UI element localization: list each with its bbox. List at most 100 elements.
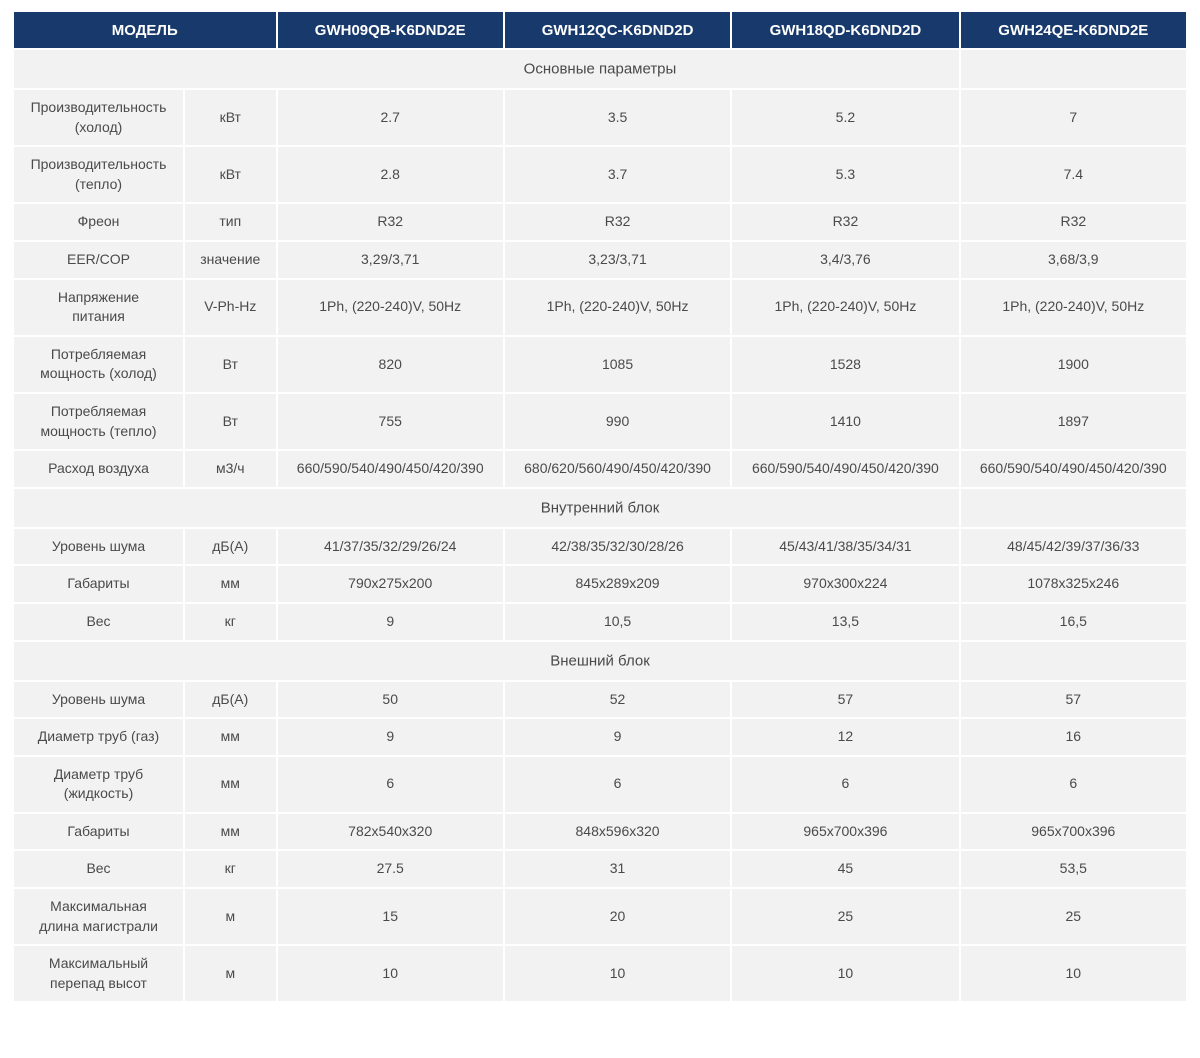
row-label: Фреон xyxy=(14,204,184,240)
row-unit: значение xyxy=(185,241,276,278)
spec-value: 48/45/42/39/37/36/33 xyxy=(960,528,1186,565)
section-title: Основные параметры xyxy=(523,60,677,78)
spec-value: 782х540х320 xyxy=(277,813,503,850)
row-unit: тип xyxy=(185,204,276,240)
spec-value: 57 xyxy=(960,681,1186,718)
section-row: Внутренний блок xyxy=(14,488,1186,527)
spec-value: 3,4/3,76 xyxy=(732,241,959,278)
row-label: Производительность (тепло) xyxy=(14,147,184,203)
spec-value: 45/43/41/38/35/34/31 xyxy=(732,528,959,565)
row-label: Расход воздуха xyxy=(14,451,184,487)
spec-row: Диаметр труб (газ) мм 9 9 12 16 xyxy=(14,719,1186,755)
spec-value: 660/590/540/490/450/420/390 xyxy=(960,451,1186,487)
spec-table-container: МОДЕЛЬ GWH09QB-K6DND2E GWH12QC-K6DND2D G… xyxy=(14,12,1186,1002)
spec-value: 1Ph, (220-240)V, 50Hz xyxy=(504,279,731,335)
spec-value: 680/620/560/490/450/420/390 xyxy=(504,451,731,487)
table-header-row: МОДЕЛЬ GWH09QB-K6DND2E GWH12QC-K6DND2D G… xyxy=(14,12,1186,48)
spec-value: 1Ph, (220-240)V, 50Hz xyxy=(732,279,959,335)
model-name-header-4: GWH24QE-K6DND2E xyxy=(960,12,1186,48)
model-name-header-2: GWH12QC-K6DND2D xyxy=(504,12,731,48)
spec-value: 25 xyxy=(960,889,1186,945)
row-unit: м3/ч xyxy=(185,451,276,487)
spec-value: 41/37/35/32/29/26/24 xyxy=(277,528,503,565)
spec-value: 3,29/3,71 xyxy=(277,241,503,278)
spec-value: R32 xyxy=(504,204,731,240)
row-unit: дБ(А) xyxy=(185,681,276,718)
spec-value: 1078х325х246 xyxy=(960,566,1186,602)
row-unit: мм xyxy=(185,813,276,850)
spec-value: 820 xyxy=(277,336,503,392)
spec-row: Фреон тип R32 R32 R32 R32 xyxy=(14,204,1186,240)
spec-value: 13,5 xyxy=(732,603,959,640)
spec-row: Максимальный перепад высот м 10 10 10 10 xyxy=(14,946,1186,1002)
spec-value: 3.7 xyxy=(504,147,731,203)
spec-value: 970х300х224 xyxy=(732,566,959,602)
spec-row: Максимальная длина магистрали м 15 20 25 25 xyxy=(14,889,1186,945)
spec-value: 6 xyxy=(504,756,731,812)
row-label: Габариты xyxy=(14,566,184,602)
spec-value: 7.4 xyxy=(960,147,1186,203)
spec-value: R32 xyxy=(732,204,959,240)
section-cell: Внешний блок xyxy=(14,641,959,680)
section-side-cell xyxy=(960,50,1186,88)
spec-row: Производительность (тепло) кВт 2.8 3.7 5.3 7.… xyxy=(14,147,1186,203)
row-label: Уровень шума xyxy=(14,681,184,718)
spec-value: 848х596х320 xyxy=(504,813,731,850)
row-label: Потребляемая мощность (тепло) xyxy=(14,393,184,450)
spec-row: Вес кг 27.5 31 45 53,5 xyxy=(14,851,1186,888)
row-label: Диаметр труб (жидкость) xyxy=(14,756,184,812)
section-cell: Внутренний блок xyxy=(14,488,959,527)
spec-value: 6 xyxy=(960,756,1186,812)
row-unit: Вт xyxy=(185,336,276,392)
spec-value: 45 xyxy=(732,851,959,888)
spec-value: 20 xyxy=(504,889,731,945)
spec-value: 1900 xyxy=(960,336,1186,392)
spec-value: 25 xyxy=(732,889,959,945)
row-label: Максимальная длина магистрали xyxy=(14,889,184,945)
spec-value: 2.7 xyxy=(277,90,503,146)
row-label: Уровень шума xyxy=(14,528,184,565)
model-name-header-1: GWH09QB-K6DND2E xyxy=(277,12,503,48)
spec-value: 10,5 xyxy=(504,603,731,640)
row-unit: кг xyxy=(185,603,276,640)
spec-value: 845х289х209 xyxy=(504,566,731,602)
row-label: EER/COP xyxy=(14,241,184,278)
spec-value: 7 xyxy=(960,90,1186,146)
row-unit: мм xyxy=(185,566,276,602)
spec-value: 1085 xyxy=(504,336,731,392)
spec-row: Расход воздуха м3/ч 660/590/540/490/450/42… xyxy=(14,451,1186,487)
spec-value: 31 xyxy=(504,851,731,888)
spec-row: Диаметр труб (жидкость) мм 6 6 6 6 xyxy=(14,756,1186,812)
spec-row: Потребляемая мощность (холод) Вт 820 1085 15… xyxy=(14,336,1186,392)
row-unit: кВт xyxy=(185,147,276,203)
section-cell: Основные параметры xyxy=(14,50,959,88)
spec-value: 53,5 xyxy=(960,851,1186,888)
spec-row: Потребляемая мощность (тепло) Вт 755 990 141… xyxy=(14,393,1186,450)
spec-value: 6 xyxy=(732,756,959,812)
row-unit: V-Ph-Hz xyxy=(185,279,276,335)
spec-value: 9 xyxy=(277,603,503,640)
row-label: Вес xyxy=(14,603,184,640)
spec-value: 990 xyxy=(504,393,731,450)
spec-value: 52 xyxy=(504,681,731,718)
spec-value: R32 xyxy=(960,204,1186,240)
spec-value: 5.3 xyxy=(732,147,959,203)
spec-row: Габариты мм 782х540х320 848х596х320 965х700х… xyxy=(14,813,1186,850)
spec-row: Уровень шума дБ(А) 50 52 57 57 xyxy=(14,681,1186,718)
spec-row: Габариты мм 790х275х200 845х289х209 970х300х… xyxy=(14,566,1186,602)
spec-value: 15 xyxy=(277,889,503,945)
row-unit: дБ(А) xyxy=(185,528,276,565)
spec-value: 790х275х200 xyxy=(277,566,503,602)
spec-value: 3.5 xyxy=(504,90,731,146)
spec-value: 1410 xyxy=(732,393,959,450)
model-column-header: МОДЕЛЬ xyxy=(14,12,276,48)
spec-value: 10 xyxy=(504,946,731,1002)
spec-value: 1Ph, (220-240)V, 50Hz xyxy=(277,279,503,335)
spec-value: 1528 xyxy=(732,336,959,392)
spec-row: EER/COP значение 3,29/3,71 3,23/3,71 3,4/3,7… xyxy=(14,241,1186,278)
row-label: Диаметр труб (газ) xyxy=(14,719,184,755)
spec-value: 2.8 xyxy=(277,147,503,203)
section-row: Внешний блок xyxy=(14,641,1186,680)
section-side-cell xyxy=(960,641,1186,680)
spec-value: 16,5 xyxy=(960,603,1186,640)
